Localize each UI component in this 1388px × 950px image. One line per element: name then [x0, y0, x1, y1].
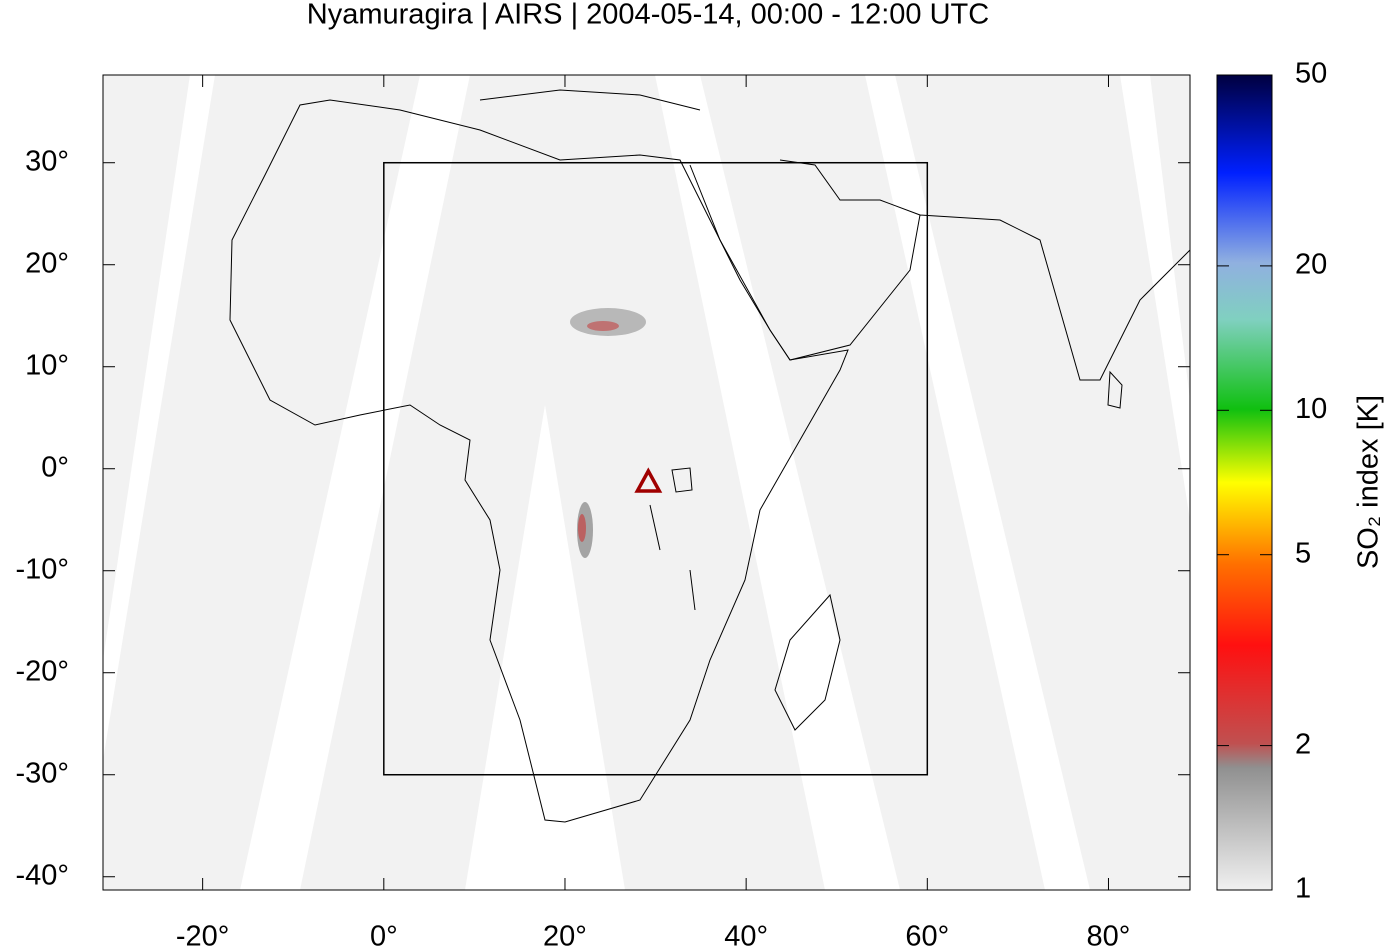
colorbar-tick-label: 2	[1295, 728, 1311, 760]
colorbar	[1216, 74, 1273, 891]
y-tick-label: -20°	[15, 655, 69, 687]
x-tick-label: -20°	[176, 921, 230, 950]
y-tick-label: -40°	[15, 859, 69, 891]
x-tick-label: 60°	[905, 921, 949, 950]
y-tick-label: 20°	[25, 247, 69, 279]
x-tick-label: 20°	[543, 921, 587, 950]
chart-title: Nyamuragira | AIRS | 2004-05-14, 00:00 -…	[307, 0, 989, 31]
region-box	[383, 161, 929, 776]
colorbar-tick-label: 20	[1295, 249, 1327, 281]
x-tick-label: 80°	[1087, 921, 1131, 950]
map-background	[103, 75, 1190, 890]
x-tick-label: 0°	[370, 921, 398, 950]
y-tick-label: 10°	[25, 349, 69, 381]
y-tick-label: -10°	[15, 553, 69, 585]
volcano-marker	[634, 467, 663, 493]
colorbar-tick-label: 1	[1295, 873, 1311, 905]
colorbar-tick-label: 5	[1295, 537, 1311, 569]
x-tick-label: 40°	[724, 921, 768, 950]
colorbar-tick-label: 50	[1295, 58, 1327, 90]
y-tick-label: 0°	[41, 451, 69, 483]
colorbar-label: SO₂ index [K]	[1353, 395, 1385, 569]
colorbar-tick-label: 10	[1295, 393, 1327, 425]
plot-frame	[102, 74, 1191, 891]
y-tick-label: -30°	[15, 757, 69, 789]
y-tick-label: 30°	[25, 145, 69, 177]
